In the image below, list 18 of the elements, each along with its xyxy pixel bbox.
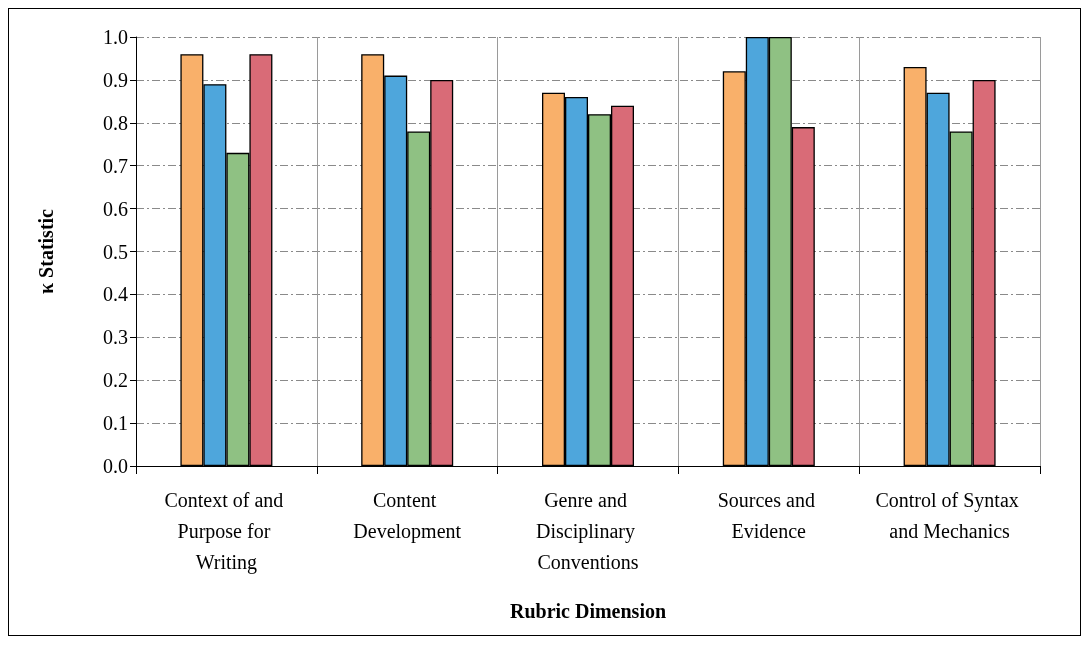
y-tick-label: 0.1 xyxy=(103,412,128,435)
y-tick-label: 0.3 xyxy=(103,326,128,349)
y-tick-label: 0.6 xyxy=(103,197,128,220)
x-tick-label: Control of Syntax and Mechanics xyxy=(875,488,1024,542)
y-tick-label: 0.0 xyxy=(103,455,128,477)
y-tick-label: 0.7 xyxy=(103,154,128,177)
y-tick-label: 0.5 xyxy=(103,240,128,263)
x-tick-label: Context of and Purpose for Writing xyxy=(164,488,289,574)
y-tick-label: 0.4 xyxy=(103,283,128,306)
x-tick-label: Sources and Evidence xyxy=(717,488,820,542)
x-tick-label: Content Development xyxy=(353,488,462,543)
x-tick-label: Genre and Disciplinary Conventions xyxy=(536,488,640,573)
y-axis-title: κ Statistic xyxy=(35,208,57,294)
y-tick-label: 0.2 xyxy=(103,369,128,392)
y-tick-label: 1.0 xyxy=(103,26,128,48)
x-axis-title: Rubric Dimension xyxy=(509,600,667,622)
y-tick-label: 0.9 xyxy=(103,68,128,91)
y-tick-label: 0.8 xyxy=(103,111,128,134)
